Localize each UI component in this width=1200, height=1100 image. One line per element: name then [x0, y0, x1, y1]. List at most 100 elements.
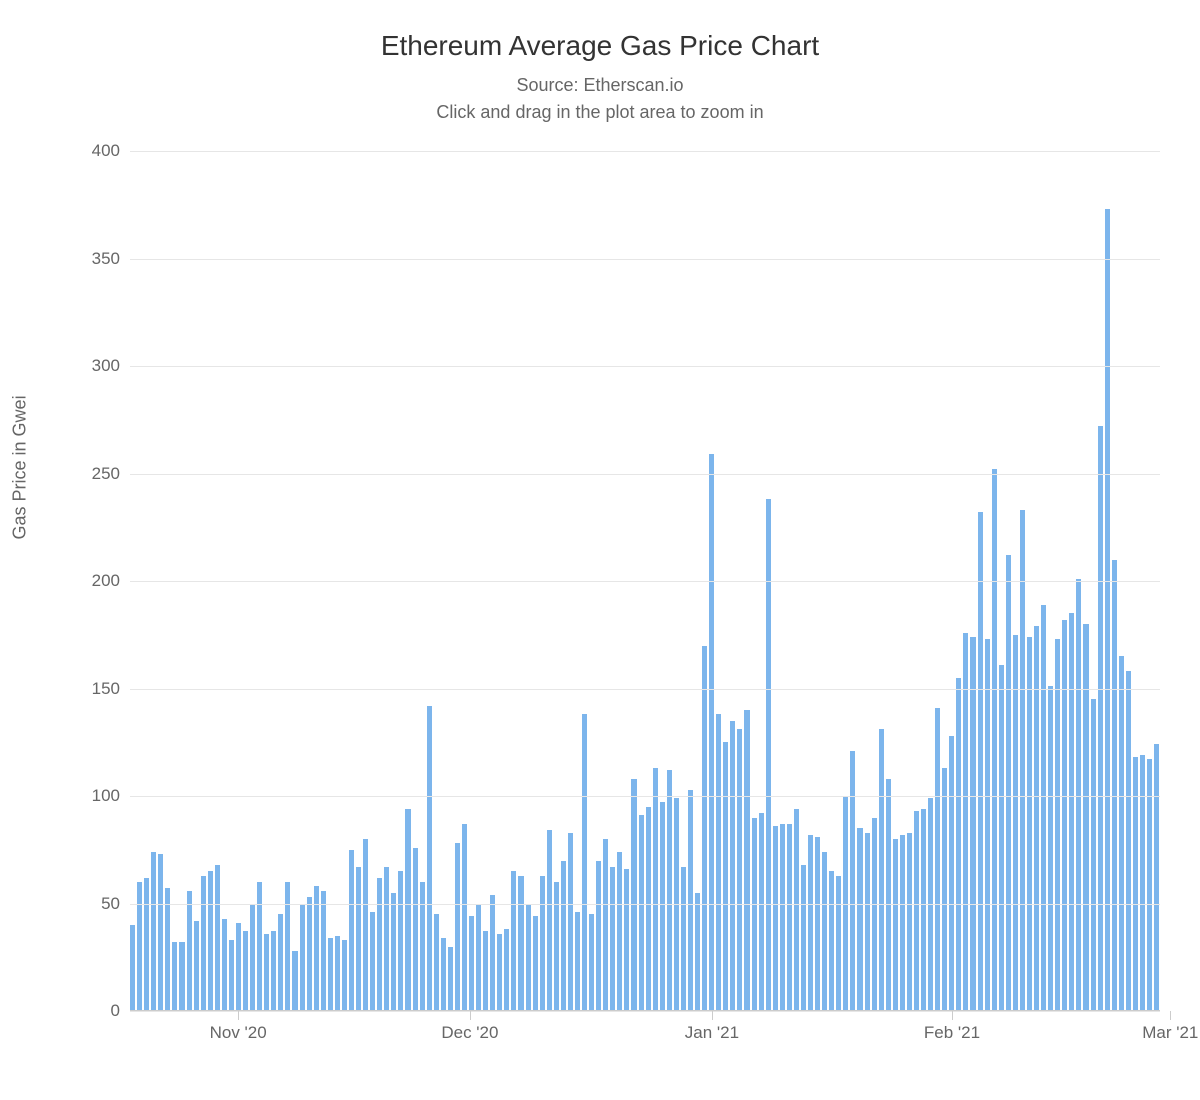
- bar[interactable]: [879, 729, 884, 1011]
- bar[interactable]: [674, 798, 679, 1011]
- bar[interactable]: [1119, 656, 1124, 1011]
- bar[interactable]: [208, 871, 213, 1011]
- bar[interactable]: [511, 871, 516, 1011]
- bar[interactable]: [179, 942, 184, 1011]
- bar[interactable]: [518, 876, 523, 1011]
- bar[interactable]: [526, 904, 531, 1012]
- bar[interactable]: [949, 736, 954, 1011]
- bar[interactable]: [236, 923, 241, 1011]
- bar[interactable]: [292, 951, 297, 1011]
- bar[interactable]: [1034, 626, 1039, 1011]
- bar[interactable]: [1006, 555, 1011, 1011]
- bar[interactable]: [1126, 671, 1131, 1011]
- bar[interactable]: [667, 770, 672, 1011]
- bar[interactable]: [363, 839, 368, 1011]
- bar[interactable]: [342, 940, 347, 1011]
- bar[interactable]: [441, 938, 446, 1011]
- bar[interactable]: [730, 721, 735, 1011]
- bar[interactable]: [773, 826, 778, 1011]
- bar[interactable]: [582, 714, 587, 1011]
- bar[interactable]: [349, 850, 354, 1011]
- bar[interactable]: [737, 729, 742, 1011]
- bar[interactable]: [766, 499, 771, 1011]
- bar[interactable]: [285, 882, 290, 1011]
- bar[interactable]: [568, 833, 573, 1011]
- bar[interactable]: [314, 886, 319, 1011]
- bar[interactable]: [1098, 426, 1103, 1011]
- bar[interactable]: [151, 852, 156, 1011]
- bar[interactable]: [709, 454, 714, 1011]
- bar[interactable]: [970, 637, 975, 1011]
- bar[interactable]: [1041, 605, 1046, 1011]
- bar[interactable]: [992, 469, 997, 1011]
- bar[interactable]: [893, 839, 898, 1011]
- bar[interactable]: [1091, 699, 1096, 1011]
- bar[interactable]: [646, 807, 651, 1011]
- bar[interactable]: [271, 931, 276, 1011]
- bar[interactable]: [857, 828, 862, 1011]
- bar[interactable]: [1055, 639, 1060, 1011]
- bar[interactable]: [681, 867, 686, 1011]
- bar[interactable]: [1048, 686, 1053, 1011]
- bar[interactable]: [928, 798, 933, 1011]
- bar[interactable]: [723, 742, 728, 1011]
- bar[interactable]: [688, 790, 693, 1011]
- bar[interactable]: [165, 888, 170, 1011]
- bar[interactable]: [172, 942, 177, 1011]
- bar[interactable]: [215, 865, 220, 1011]
- bar[interactable]: [815, 837, 820, 1011]
- bar[interactable]: [144, 878, 149, 1011]
- bar[interactable]: [575, 912, 580, 1011]
- bar[interactable]: [356, 867, 361, 1011]
- bar[interactable]: [752, 818, 757, 1012]
- bar[interactable]: [942, 768, 947, 1011]
- bar[interactable]: [483, 931, 488, 1011]
- bar[interactable]: [914, 811, 919, 1011]
- bar[interactable]: [787, 824, 792, 1011]
- bar[interactable]: [886, 779, 891, 1011]
- bar[interactable]: [540, 876, 545, 1011]
- bar[interactable]: [921, 809, 926, 1011]
- bar[interactable]: [130, 925, 135, 1011]
- bar[interactable]: [201, 876, 206, 1011]
- bar[interactable]: [490, 895, 495, 1011]
- bar[interactable]: [455, 843, 460, 1011]
- bar[interactable]: [1105, 209, 1110, 1011]
- bar[interactable]: [384, 867, 389, 1011]
- bar[interactable]: [243, 931, 248, 1011]
- bar[interactable]: [596, 861, 601, 1012]
- bar[interactable]: [1147, 759, 1152, 1011]
- bar[interactable]: [780, 824, 785, 1011]
- bar[interactable]: [250, 904, 255, 1012]
- bar[interactable]: [504, 929, 509, 1011]
- bar[interactable]: [589, 914, 594, 1011]
- bar[interactable]: [822, 852, 827, 1011]
- bar[interactable]: [321, 891, 326, 1011]
- bar[interactable]: [639, 815, 644, 1011]
- bar[interactable]: [759, 813, 764, 1011]
- bar[interactable]: [1069, 613, 1074, 1011]
- bar[interactable]: [377, 878, 382, 1011]
- bar[interactable]: [653, 768, 658, 1011]
- bar[interactable]: [561, 861, 566, 1012]
- bar[interactable]: [370, 912, 375, 1011]
- bar[interactable]: [794, 809, 799, 1011]
- bar[interactable]: [187, 891, 192, 1011]
- bar[interactable]: [547, 830, 552, 1011]
- bar[interactable]: [1083, 624, 1088, 1011]
- bar[interactable]: [935, 708, 940, 1011]
- bar[interactable]: [194, 921, 199, 1011]
- bar[interactable]: [307, 897, 312, 1011]
- bar[interactable]: [328, 938, 333, 1011]
- bar[interactable]: [1020, 510, 1025, 1011]
- bar[interactable]: [137, 882, 142, 1011]
- bar[interactable]: [533, 916, 538, 1011]
- bar[interactable]: [985, 639, 990, 1011]
- bar[interactable]: [829, 871, 834, 1011]
- bar[interactable]: [695, 893, 700, 1011]
- bar[interactable]: [907, 833, 912, 1011]
- bar[interactable]: [1076, 579, 1081, 1011]
- bar[interactable]: [1062, 620, 1067, 1011]
- bar[interactable]: [300, 904, 305, 1012]
- bar[interactable]: [850, 751, 855, 1011]
